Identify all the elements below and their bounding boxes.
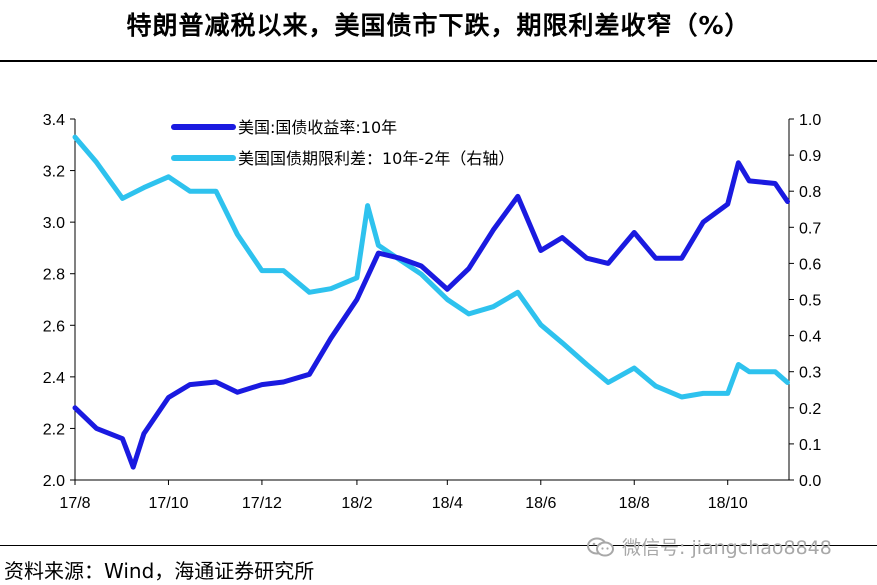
x-tick-label: 17/12 — [242, 495, 282, 512]
watermark: 微信号: jiangchao8848 — [586, 533, 832, 560]
page-title: 特朗普减税以来，美国债市下跌，期限利差收窄（%） — [126, 11, 751, 40]
chart: 2.0 2.2 2.4 2.6 2.8 3.0 3.2 3.4 0.0 0.1 0.2 0.3 0.4 0… — [43, 112, 822, 512]
legend-label: 美国国债期限利差：10年-2年（右轴） — [238, 149, 514, 168]
legend-label: 美国:国债收益率:10年 — [238, 118, 397, 137]
series-lines — [72, 134, 790, 470]
x-tick-label: 18/8 — [619, 495, 650, 512]
left-tick-label: 2.8 — [43, 267, 65, 284]
right-tick-label: 0.7 — [799, 220, 821, 237]
right-tick-label: 0.6 — [799, 256, 821, 273]
right-tick-label: 0.8 — [799, 184, 821, 201]
series-line-10y-yield — [72, 160, 790, 470]
wechat-icon — [587, 537, 614, 556]
left-tick-label: 3.4 — [43, 112, 65, 129]
x-tick-label: 17/8 — [59, 495, 90, 512]
right-tick-label: 1.0 — [799, 112, 821, 129]
x-tick-label: 18/10 — [708, 495, 748, 512]
source-divider — [0, 545, 877, 546]
series-line-term-spread — [72, 134, 790, 400]
left-tick-label: 2.4 — [43, 370, 65, 387]
right-tick-label: 0.4 — [799, 329, 821, 346]
right-tick-label: 0.3 — [799, 365, 821, 382]
left-tick-label: 2.2 — [43, 421, 65, 438]
left-tick-label: 3.2 — [43, 164, 65, 181]
axes: 2.0 2.2 2.4 2.6 2.8 3.0 3.2 3.4 0.0 0.1 0.2 0.3 0.4 0… — [43, 112, 822, 512]
right-tick-label: 0.1 — [799, 437, 821, 454]
right-tick-label: 0.2 — [799, 401, 821, 418]
x-tick-label: 18/4 — [432, 495, 463, 512]
left-tick-label: 2.0 — [43, 473, 65, 490]
left-tick-label: 3.0 — [43, 215, 65, 232]
title-divider — [0, 60, 877, 62]
watermark-text: 微信号: jiangchao8848 — [622, 537, 832, 559]
right-tick-label: 0.5 — [799, 293, 821, 310]
x-tick-label: 17/10 — [148, 495, 188, 512]
right-tick-label: 0.9 — [799, 148, 821, 165]
x-tick-label: 18/6 — [525, 495, 556, 512]
source-note: 资料来源：Wind，海通证券研究所 — [4, 559, 315, 583]
left-tick-label: 2.6 — [43, 318, 65, 335]
x-tick-label: 18/2 — [341, 495, 372, 512]
right-tick-label: 0.0 — [799, 473, 821, 490]
